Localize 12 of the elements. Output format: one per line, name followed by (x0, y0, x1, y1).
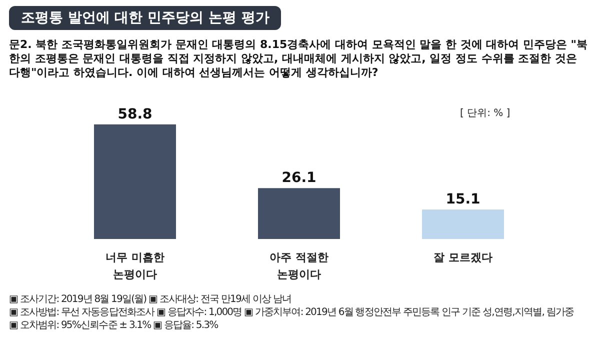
chart-title: 조평통 발언에 대한 민주당의 논평 평가 (9, 6, 282, 30)
text: ▣ 조사방법: 무선 자동응답전화조사 ▣ 응답자수: 1,000명 ▣ 가중치부여: 2019년 6월 행정안전부 주민등록 인구 기준 성,연령,지역별, 림가중 (9, 306, 575, 319)
x-tick-label: 잘 모르겠다 (434, 251, 492, 264)
text: ▣ 조사기간: 2019년 8월 19일(월) ▣ 조사대상: 전국 만19세 이상 남녀 (9, 293, 292, 306)
chart-subtitle: 문2. 북한 조국평화통일위원회가 문재인 대통령의 8.15경축사에 대하여 모욕적인 말을 한 것에 대하여 민주당은 "북한의 조평통은 문재인 대통령을 직접 지정하지 않았고, 대내매체에 게시하지 않았고, 일정 정도 수위를 조절한 것은 다행"이라고 하였습니다. 이에 대하여 선생님께서는 어떻게 생각하십니까? (9, 38, 588, 80)
x-tick-label: 아주 적절한 논평이다 (270, 251, 328, 281)
x-tick-label: 너무 미흡한 논평이다 (106, 251, 164, 281)
text: ▣ 오차범위: 95%신뢰수준 ± 3.1% ▣ 응답율: 5.3% (9, 319, 219, 332)
text: [ 단위: % ] (460, 107, 510, 120)
data-label: 15.1 (446, 192, 480, 208)
data-label: 58.8 (118, 106, 152, 122)
data-label: 26.1 (282, 170, 316, 186)
